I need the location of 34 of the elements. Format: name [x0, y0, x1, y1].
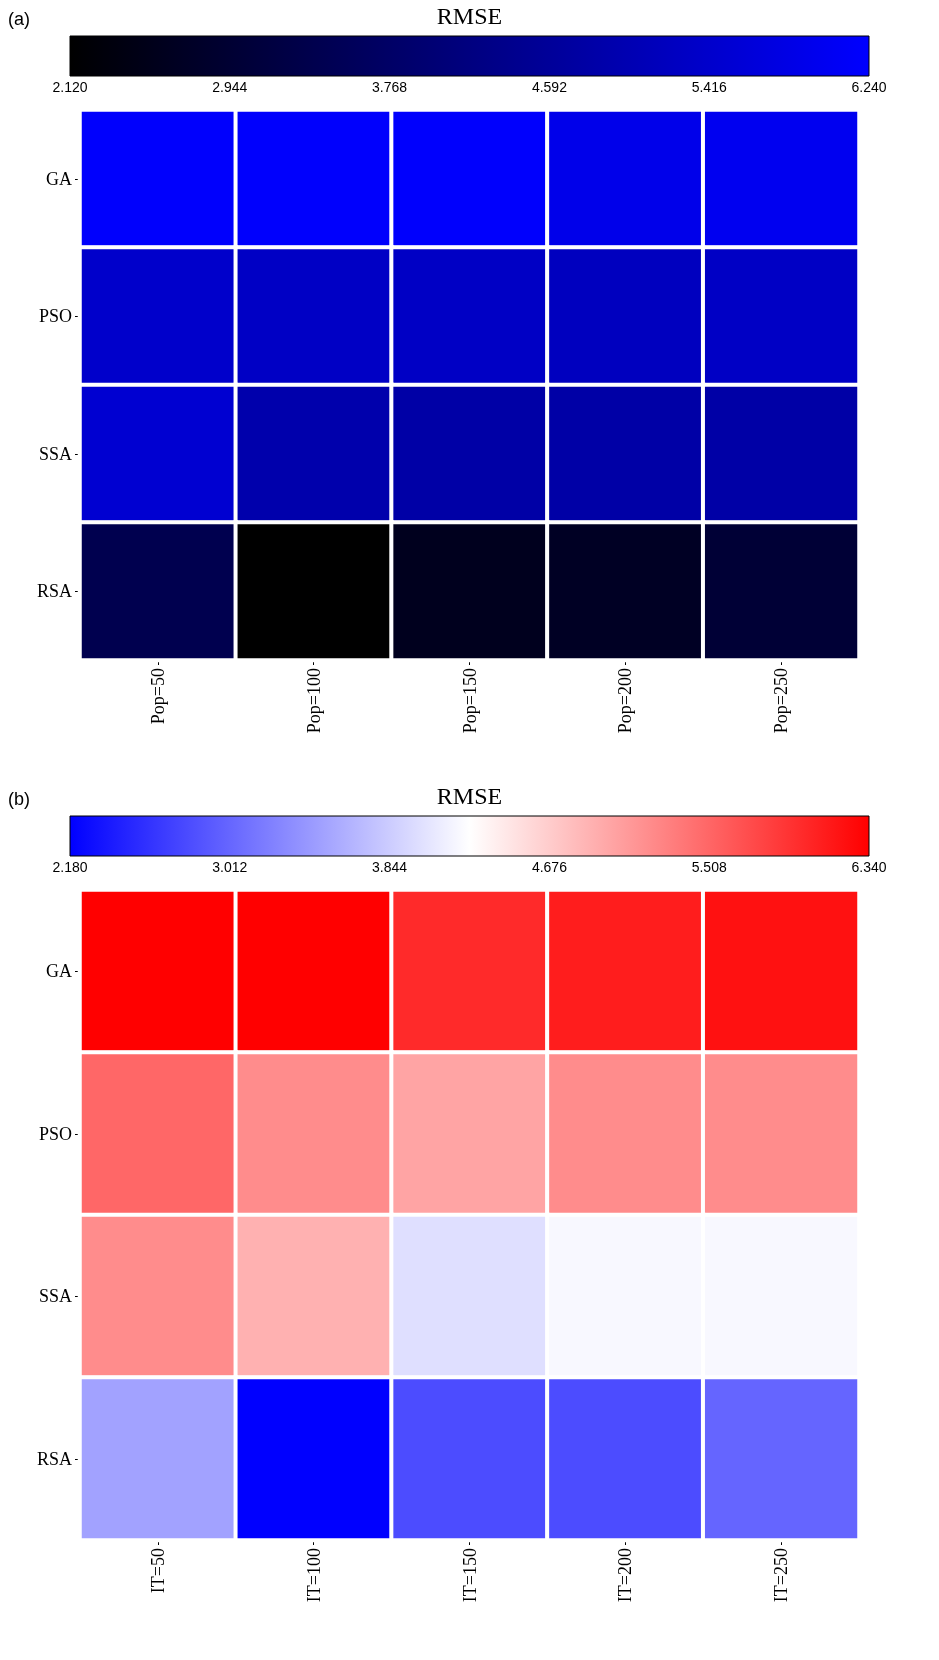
color-bar-label: 6.340: [851, 859, 887, 875]
x-tick-label: IT=150: [459, 1548, 480, 1603]
y-tick-label: SSA: [38, 443, 72, 464]
x-tick-label: IT=50: [147, 1548, 168, 1594]
y-tick-label: PSO: [38, 1123, 72, 1144]
color-bar-title: RMSE: [436, 3, 503, 29]
x-tick-label: Pop=150: [459, 668, 480, 734]
y-tick-label: SSA: [38, 1286, 72, 1307]
x-tick-label: IT=250: [771, 1548, 792, 1603]
color-bar-label: 3.844: [372, 859, 408, 875]
color-bar-label: 5.416: [691, 79, 727, 95]
x-tick-label: Pop=200: [615, 668, 636, 734]
color-bar-label: 6.240: [851, 79, 887, 95]
y-tick-label: PSO: [38, 306, 72, 327]
color-bar-label: 5.508: [691, 859, 727, 875]
color-bar-label: 2.120: [52, 79, 88, 95]
x-tick-label: Pop=100: [303, 668, 324, 734]
color-bar-label: 2.944: [212, 79, 248, 95]
color-bar-label: 4.676: [531, 859, 568, 875]
x-tick-label: Pop=50: [147, 668, 168, 725]
y-tick-label: RSA: [36, 581, 72, 602]
y-tick-label: RSA: [36, 1448, 72, 1469]
color-bar-label: 3.012: [212, 859, 248, 875]
color-bar-title: RMSE: [436, 783, 503, 809]
y-tick-label: GA: [46, 961, 72, 982]
x-tick-label: Pop=250: [771, 668, 792, 734]
y-tick-label: GA: [46, 168, 72, 189]
x-tick-label: IT=100: [303, 1548, 324, 1603]
text: (b): [8, 789, 30, 809]
color-bar-label: 4.592: [531, 79, 568, 95]
text: (a): [8, 9, 30, 29]
color-bar-label: 2.180: [52, 859, 88, 875]
color-bar-label: 3.768: [372, 79, 408, 95]
x-tick-label: IT=200: [615, 1548, 636, 1603]
